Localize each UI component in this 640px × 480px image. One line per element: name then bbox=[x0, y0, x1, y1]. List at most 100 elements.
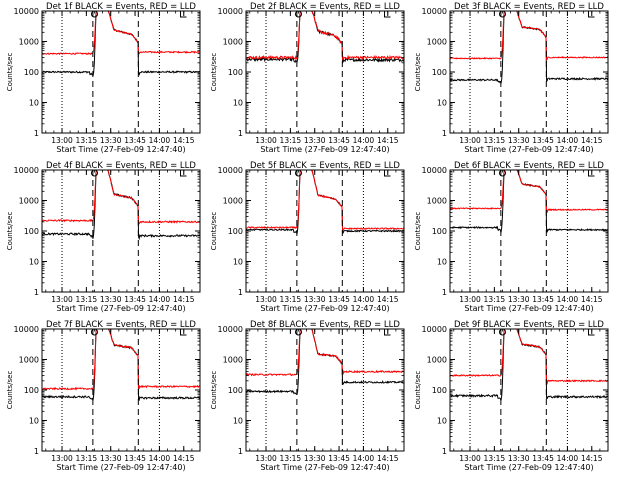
x-tick-label: 13:30 bbox=[100, 295, 122, 304]
x-tick-label: 13:45 bbox=[124, 454, 146, 463]
x-tick-label: 13:45 bbox=[328, 454, 350, 463]
event-marker-bracket bbox=[588, 170, 595, 177]
plot-frame bbox=[245, 10, 405, 134]
x-tick-label: 14:15 bbox=[173, 295, 195, 304]
y-tick-label: 10000 bbox=[218, 325, 243, 334]
x-tick-label: 14:15 bbox=[377, 295, 399, 304]
x-axis-label: Start Time (27-Feb-09 12:47:40) bbox=[260, 463, 389, 472]
plot-frame bbox=[41, 328, 201, 452]
y-tick-label: 10 bbox=[233, 99, 243, 108]
x-tick-label: 13:00 bbox=[255, 136, 277, 145]
event-marker-bracket bbox=[180, 170, 187, 177]
y-tick-label: 1 bbox=[442, 129, 447, 138]
y-tick-label: 10 bbox=[437, 417, 447, 426]
y-tick-label: 10000 bbox=[422, 166, 447, 175]
series-events-line bbox=[450, 170, 608, 233]
x-tick-label: 13:15 bbox=[76, 454, 98, 463]
y-tick-label: 1000 bbox=[19, 38, 39, 47]
y-tick-label: 10000 bbox=[14, 166, 39, 175]
x-tick-label: 13:00 bbox=[255, 454, 277, 463]
x-axis-label: Start Time (27-Feb-09 12:47:40) bbox=[260, 145, 389, 154]
x-axis-label: Start Time (27-Feb-09 12:47:40) bbox=[464, 463, 593, 472]
x-tick-label: 13:45 bbox=[124, 295, 146, 304]
x-tick-label: 13:15 bbox=[76, 295, 98, 304]
x-tick-label: 14:00 bbox=[149, 136, 171, 145]
y-tick-label: 1 bbox=[34, 288, 39, 297]
y-tick-label: 100 bbox=[228, 227, 243, 236]
y-axis-label: Counts/sec bbox=[210, 371, 218, 410]
x-tick-label: 14:00 bbox=[149, 295, 171, 304]
event-marker-bracket bbox=[384, 329, 391, 336]
panel-title: Det 5f BLACK = Events, RED = LLD bbox=[250, 161, 400, 171]
x-axis-label: Start Time (27-Feb-09 12:47:40) bbox=[464, 145, 593, 154]
y-tick-label: 1 bbox=[34, 447, 39, 456]
series-lld-line bbox=[246, 11, 404, 61]
event-marker-bracket bbox=[384, 170, 391, 177]
panel-title: Det 9f BLACK = Events, RED = LLD bbox=[454, 320, 604, 330]
y-tick-label: 1000 bbox=[427, 197, 447, 206]
y-tick-label: 100 bbox=[228, 386, 243, 395]
y-tick-label: 10 bbox=[233, 417, 243, 426]
y-axis-label: Counts/sec bbox=[414, 212, 422, 251]
y-tick-label: 1000 bbox=[427, 356, 447, 365]
y-tick-label: 10 bbox=[233, 258, 243, 267]
y-tick-label: 1000 bbox=[427, 38, 447, 47]
panel-det-6: Det 6f BLACK = Events, RED = LLD 1 10 100 10… bbox=[414, 161, 609, 313]
x-tick-label: 13:15 bbox=[484, 136, 506, 145]
plot-frame bbox=[449, 10, 609, 134]
plot-frame bbox=[449, 328, 609, 452]
x-tick-label: 14:15 bbox=[581, 454, 603, 463]
y-tick-label: 10000 bbox=[14, 7, 39, 16]
x-tick-label: 13:30 bbox=[100, 454, 122, 463]
x-axis-label: Start Time (27-Feb-09 12:47:40) bbox=[464, 304, 593, 313]
panel-title: Det 3f BLACK = Events, RED = LLD bbox=[454, 2, 604, 12]
x-tick-label: 14:15 bbox=[377, 454, 399, 463]
panel-title: Det 7f BLACK = Events, RED = LLD bbox=[46, 320, 196, 330]
x-tick-label: 13:00 bbox=[51, 136, 73, 145]
x-tick-label: 13:00 bbox=[459, 295, 481, 304]
y-tick-label: 100 bbox=[24, 227, 39, 236]
panel-det-3: Det 3f BLACK = Events, RED = LLD 1 10 100 10… bbox=[414, 2, 609, 154]
panel-det-4: Det 4f BLACK = Events, RED = LLD 1 10 100 10… bbox=[6, 161, 201, 313]
x-axis-label: Start Time (27-Feb-09 12:47:40) bbox=[56, 145, 185, 154]
x-tick-label: 14:15 bbox=[377, 136, 399, 145]
panel-title: Det 4f BLACK = Events, RED = LLD bbox=[46, 161, 196, 171]
x-tick-label: 13:30 bbox=[304, 136, 326, 145]
y-tick-label: 100 bbox=[432, 386, 447, 395]
x-tick-label: 13:45 bbox=[532, 136, 554, 145]
y-tick-label: 10 bbox=[437, 99, 447, 108]
x-tick-label: 13:45 bbox=[124, 136, 146, 145]
series-events-line bbox=[450, 11, 608, 84]
y-tick-label: 10000 bbox=[422, 325, 447, 334]
series-events-line bbox=[246, 170, 404, 235]
x-axis-label: Start Time (27-Feb-09 12:47:40) bbox=[56, 463, 185, 472]
x-tick-label: 14:15 bbox=[173, 136, 195, 145]
series-lld-line bbox=[246, 170, 404, 231]
series-lld-line bbox=[42, 329, 200, 391]
x-axis-label: Start Time (27-Feb-09 12:47:40) bbox=[260, 304, 389, 313]
x-tick-label: 13:15 bbox=[484, 454, 506, 463]
event-marker-bracket bbox=[180, 11, 187, 18]
event-marker-bracket bbox=[588, 329, 595, 336]
y-tick-label: 100 bbox=[228, 68, 243, 77]
y-tick-label: 1000 bbox=[223, 38, 243, 47]
panel-title: Det 6f BLACK = Events, RED = LLD bbox=[454, 161, 604, 171]
event-marker-bracket bbox=[180, 329, 187, 336]
y-axis-label: Counts/sec bbox=[6, 53, 14, 92]
series-events-line bbox=[450, 329, 608, 401]
panel-title: Det 2f BLACK = Events, RED = LLD bbox=[250, 2, 400, 12]
plot-frame bbox=[449, 169, 609, 293]
y-tick-label: 100 bbox=[432, 68, 447, 77]
series-events-line bbox=[246, 11, 404, 65]
panel-title: Det 1f BLACK = Events, RED = LLD bbox=[46, 2, 196, 12]
series-lld-line bbox=[450, 170, 608, 214]
x-tick-label: 14:00 bbox=[353, 295, 375, 304]
x-tick-label: 14:15 bbox=[173, 454, 195, 463]
x-tick-label: 13:45 bbox=[328, 136, 350, 145]
x-tick-label: 13:30 bbox=[508, 295, 530, 304]
x-tick-label: 13:30 bbox=[304, 454, 326, 463]
y-tick-label: 10000 bbox=[422, 7, 447, 16]
y-tick-label: 10 bbox=[29, 417, 39, 426]
series-lld-line bbox=[450, 11, 608, 61]
